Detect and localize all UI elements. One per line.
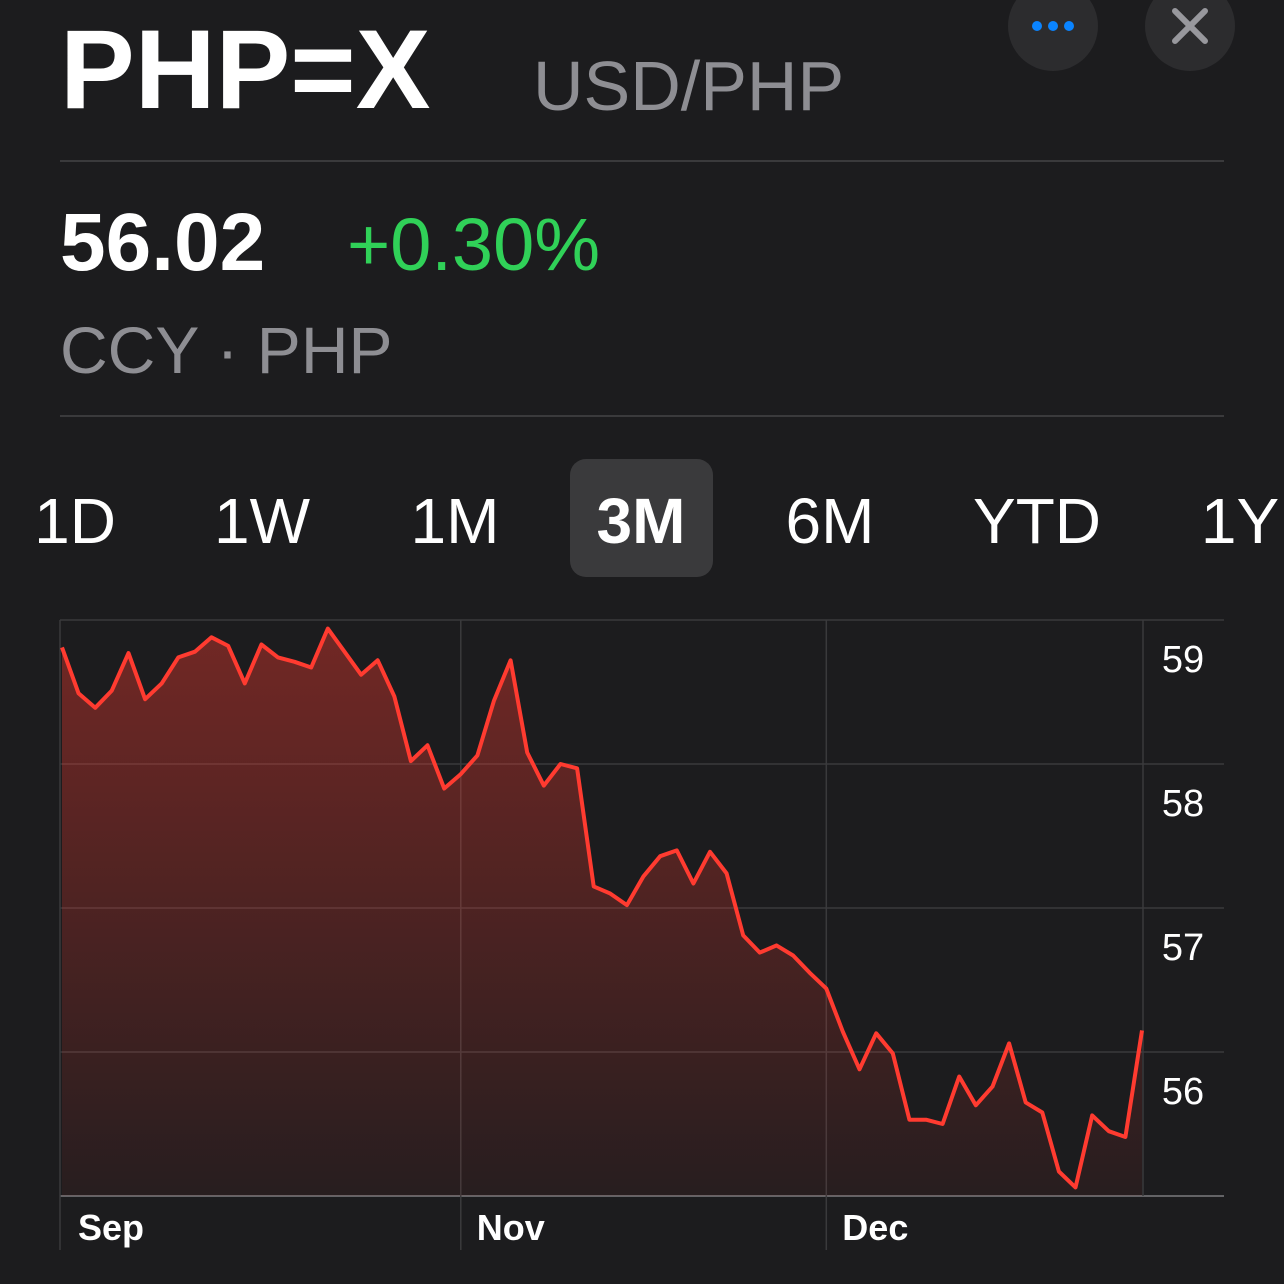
range-button[interactable]: 3M — [570, 459, 713, 577]
symbol: PHP=X — [60, 7, 430, 132]
dot — [1048, 21, 1058, 31]
button-bg — [1008, 0, 1098, 71]
dot — [1032, 21, 1042, 31]
range-button[interactable]: 1W — [214, 485, 311, 557]
price: 56.02 — [60, 197, 265, 288]
price-line — [60, 626, 1144, 1190]
x-tick-label: Dec — [842, 1207, 908, 1248]
area-fill — [62, 628, 1142, 1196]
y-tick-label: 58 — [1162, 783, 1204, 825]
range-label: 1Y — [1201, 485, 1279, 557]
range-highlight — [570, 459, 713, 577]
range-button[interactable]: 6M — [786, 485, 875, 557]
range-label: 6M — [786, 485, 875, 557]
meta: CCY · PHP — [60, 313, 393, 387]
close-icon — [1172, 8, 1208, 44]
range-button[interactable]: 1D — [34, 485, 116, 557]
more-button[interactable] — [1008, 0, 1098, 71]
x-tick-label: Nov — [477, 1207, 545, 1248]
change: +0.30% — [347, 203, 600, 286]
x-tick-label: Sep — [78, 1207, 144, 1248]
range-button[interactable]: YTD — [973, 485, 1101, 557]
range-label: 1D — [34, 485, 116, 557]
button-bg — [1145, 0, 1235, 71]
range-label: 1M — [411, 485, 500, 557]
chart: 56 57 58 59 Sep Nov Dec — [59, 619, 1224, 1250]
range-selector: 1D 1W 1M 3M 6M YTD 1Y — [34, 459, 1279, 577]
dot — [1064, 21, 1074, 31]
range-label: 3M — [597, 485, 686, 557]
range-label: YTD — [973, 485, 1101, 557]
instrument-name: USD/PHP — [533, 47, 844, 125]
y-tick-label: 56 — [1162, 1071, 1204, 1113]
range-button[interactable]: 1Y — [1201, 485, 1279, 557]
y-tick-label: 57 — [1162, 927, 1204, 969]
range-label: 1W — [214, 485, 311, 557]
close-button[interactable] — [1145, 0, 1235, 71]
y-tick-label: 59 — [1162, 639, 1204, 681]
range-button[interactable]: 1M — [411, 485, 500, 557]
